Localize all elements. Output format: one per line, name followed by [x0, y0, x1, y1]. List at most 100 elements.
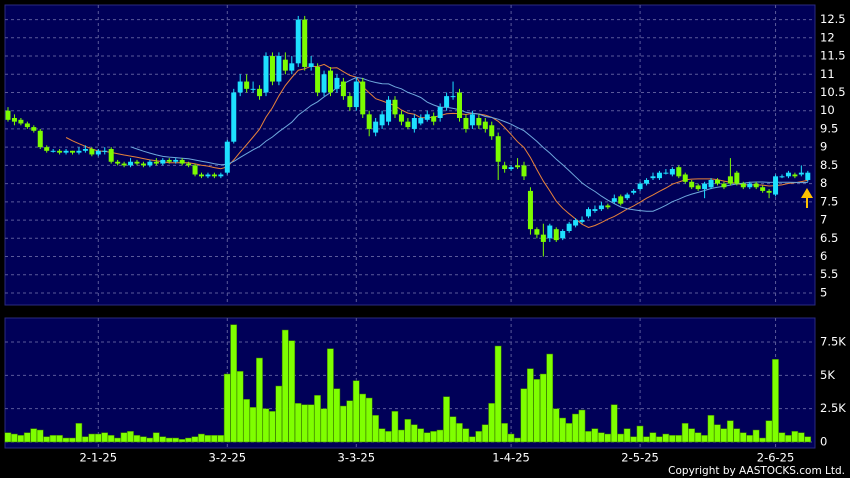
candle-body: [534, 229, 540, 235]
candle-body: [431, 116, 437, 122]
candle-body: [89, 148, 95, 155]
candle-body: [166, 159, 172, 162]
volume-bar: [494, 345, 502, 443]
volume-bar: [404, 419, 412, 443]
candle-body: [805, 172, 811, 180]
candle-body: [153, 161, 159, 164]
candle-body: [560, 231, 566, 239]
volume-bar: [327, 348, 334, 443]
candle-body: [102, 150, 108, 152]
volume-bar: [56, 435, 63, 443]
volume-bar: [617, 433, 624, 443]
volume-bar: [546, 353, 554, 443]
candle-body: [121, 163, 127, 166]
candle-body: [695, 185, 701, 190]
volume-bar: [565, 423, 573, 443]
y-tick-label: 9: [820, 140, 827, 154]
volume-bar: [114, 437, 121, 443]
candle-body: [257, 88, 263, 97]
candle-body: [785, 172, 791, 177]
candle-body: [721, 183, 727, 188]
volume-bar: [520, 388, 528, 443]
candle-body: [360, 81, 366, 115]
candle-body: [740, 183, 746, 188]
volume-bar: [191, 436, 199, 443]
volume-bar: [75, 423, 83, 443]
volume-bar: [733, 428, 741, 443]
volume-bar: [140, 436, 147, 443]
candle-body: [147, 161, 153, 166]
candle-body: [573, 220, 579, 226]
volume-bar: [81, 436, 89, 443]
volume-bar: [662, 433, 670, 443]
candle-body: [76, 150, 82, 153]
volume-bar: [752, 429, 760, 443]
x-tick-label: 2-5-25: [621, 451, 659, 465]
volume-bar: [488, 403, 495, 443]
candle-body: [508, 167, 514, 170]
candle-body: [321, 74, 327, 93]
candle-body: [218, 174, 224, 177]
candle-body: [373, 121, 379, 133]
volume-bar: [333, 388, 341, 443]
candle-body: [605, 205, 611, 208]
volume-bar: [204, 435, 212, 443]
candle-body: [392, 99, 398, 115]
x-tick-label: 1-4-25: [492, 451, 530, 465]
candle-body: [379, 114, 385, 126]
y-tick-label: 10: [820, 103, 835, 117]
volume-bar: [398, 429, 405, 443]
candle-body: [676, 167, 682, 177]
candle-body: [553, 229, 559, 241]
candle-body: [70, 150, 75, 153]
candle-body: [773, 176, 779, 195]
volume-bar: [436, 429, 444, 443]
volume-bar: [681, 423, 689, 443]
volume-bar: [597, 432, 605, 443]
candle-body: [231, 92, 237, 142]
volume-bar: [417, 428, 425, 443]
candle-body: [82, 148, 88, 151]
volume-bar: [127, 431, 134, 443]
volume-bar: [507, 433, 515, 443]
candle-body: [295, 19, 301, 64]
candle-body: [669, 169, 675, 175]
volume-bar: [527, 368, 534, 443]
candle-body: [476, 118, 482, 126]
volume-bar: [649, 432, 657, 443]
candle-body: [18, 119, 24, 124]
volume-bar: [604, 433, 612, 443]
volume-bar: [610, 404, 618, 443]
candle-body: [715, 179, 720, 184]
candle-body: [521, 165, 527, 177]
volume-bar: [643, 436, 650, 443]
volume-bar: [385, 431, 392, 443]
volume-bar: [230, 324, 238, 443]
candle-body: [598, 205, 604, 210]
volume-bar: [236, 371, 244, 443]
candle-body: [289, 63, 295, 71]
volume-bar: [23, 432, 31, 443]
candle-body: [637, 183, 643, 190]
volume-bar: [36, 429, 44, 443]
candle-body: [463, 118, 469, 129]
volume-bar: [391, 411, 399, 443]
volume-bar: [101, 432, 109, 443]
volume-bar: [94, 433, 102, 443]
candle-body: [411, 118, 417, 129]
candle-body: [444, 96, 450, 108]
candle-body: [308, 63, 314, 67]
candle-body: [766, 190, 772, 193]
volume-bar: [481, 424, 489, 443]
candle-body: [386, 99, 392, 122]
last-price-arrow: [801, 188, 813, 208]
volume-bar: [468, 436, 476, 443]
volume-bar: [585, 431, 592, 443]
volume-bar: [785, 435, 792, 443]
candle-body: [527, 190, 533, 230]
candle-body: [134, 161, 140, 164]
candle-body: [353, 81, 359, 108]
candle-body: [302, 19, 308, 67]
volume-bar: [707, 415, 715, 443]
